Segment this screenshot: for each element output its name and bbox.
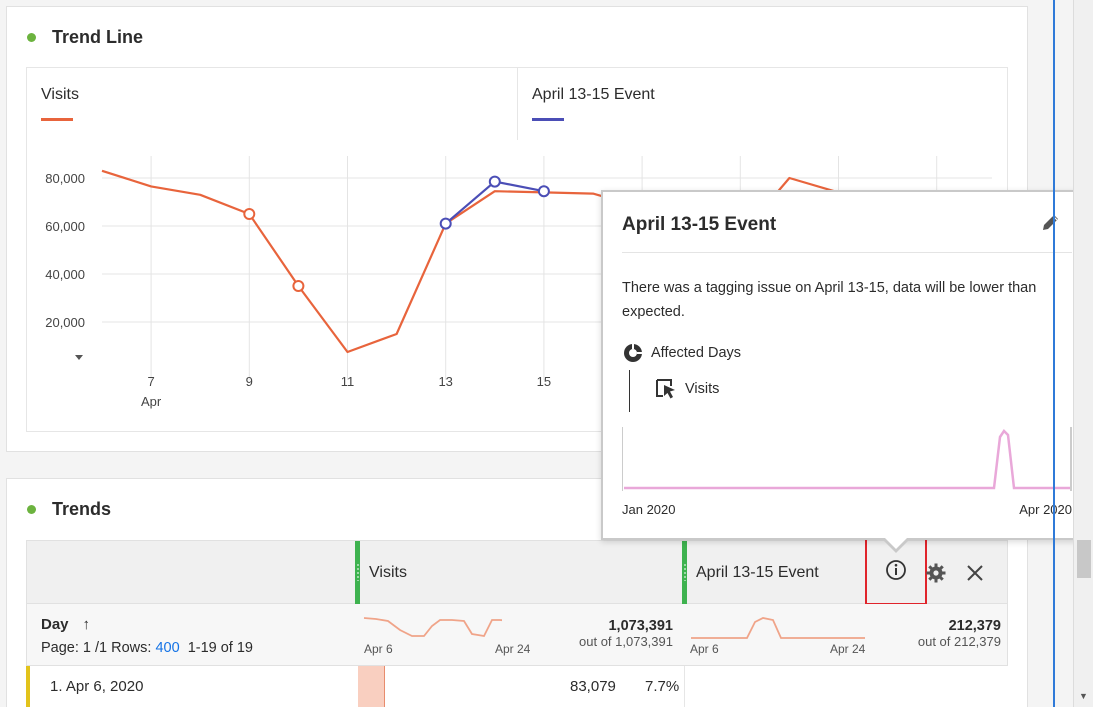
data-point: [537, 185, 550, 198]
grip-icon: [684, 563, 686, 581]
metric-label: Visits: [685, 381, 720, 397]
legend-item-visits[interactable]: Visits: [27, 68, 93, 140]
data-point: [292, 280, 305, 292]
column-header-visits[interactable]: Visits: [369, 564, 407, 581]
pagination: Page: 1 /1 Rows: 400 1-19 of 19: [41, 640, 253, 656]
panel-header: Trend Line: [27, 27, 143, 48]
x-tick-label: 13: [438, 374, 452, 389]
series-line: [101, 169, 937, 354]
page-text: Page: 1 /1 Rows:: [41, 640, 152, 656]
spark-end-label: Apr 24: [495, 642, 531, 656]
spark-start-label: Apr 6: [690, 642, 719, 656]
table-header: Visits April 13-15 Event: [26, 533, 1008, 605]
popover-divider: [622, 252, 1072, 253]
table-row[interactable]: 1. Apr 6, 2020 83,079 7.7%: [26, 666, 1008, 707]
visits-sparkline: [363, 617, 502, 637]
column-header-event[interactable]: April 13-15 Event: [696, 564, 819, 581]
close-icon[interactable]: [965, 563, 985, 583]
panel-title[interactable]: Trends: [52, 499, 112, 519]
data-point: [439, 217, 452, 230]
panel-drop-indicator: [1053, 0, 1055, 707]
x-tick-label: 7: [147, 374, 154, 389]
visits-total-outof: out of 1,073,391: [579, 634, 673, 649]
popover-title: April 13-15 Event: [622, 214, 777, 235]
affected-metric: Visits: [655, 378, 719, 400]
info-icon[interactable]: [885, 559, 907, 581]
data-point: [488, 175, 501, 188]
row-visits-value: 83,079: [570, 678, 616, 695]
cell-bar: [358, 666, 385, 707]
freeform-table: Visits April 13-15 Event: [26, 533, 1008, 707]
affected-days-label: Affected Days: [651, 345, 742, 361]
data-point: [243, 208, 256, 220]
spark-end-date: Apr 2020: [1019, 502, 1072, 517]
row-label[interactable]: 1. Apr 6, 2020: [50, 678, 144, 695]
legend-swatch: [41, 118, 73, 121]
affected-days: Affected Days: [622, 342, 741, 364]
event-total-value: 212,379: [948, 618, 1001, 634]
status-dot: [27, 33, 36, 42]
scroll-down-icon[interactable]: ▼: [1079, 691, 1088, 701]
spark-start-label: Apr 6: [364, 642, 393, 656]
visits-total: 1,073,391 out of 1,073,391: [579, 618, 673, 649]
grip-icon: [357, 563, 359, 581]
gear-icon[interactable]: [925, 562, 947, 584]
legend-item-event[interactable]: April 13-15 Event: [518, 68, 669, 140]
legend-label: Visits: [41, 86, 79, 103]
legend-label: April 13-15 Event: [532, 86, 655, 103]
event-total: 212,379 out of 212,379: [918, 618, 1001, 649]
chart-container: Visits April 13-15 Event 80,000 60,000 40,…: [26, 67, 1008, 432]
sort-arrow-icon[interactable]: ↑: [82, 616, 91, 633]
metric-cursor-icon: [656, 379, 675, 399]
panel-title[interactable]: Trend Line: [52, 27, 144, 47]
visits-total-value: 1,073,391: [608, 618, 673, 634]
spark-end-label: Apr 24: [830, 642, 866, 656]
dimension-label[interactable]: Day ↑: [41, 616, 91, 633]
x-tick-label: 15: [537, 374, 551, 389]
y-tick-label: 60,000: [45, 219, 85, 234]
popover-pointer: [883, 538, 909, 553]
pencil-icon[interactable]: [1039, 212, 1061, 234]
legend-swatch: [532, 118, 564, 121]
y-tick-label: 40,000: [45, 267, 85, 282]
rows-per-page-link[interactable]: 400: [155, 640, 180, 656]
event-total-outof: out of 212,379: [917, 634, 1001, 649]
y-tick-label: 80,000: [45, 171, 85, 186]
spark-start-date: Jan 2020: [622, 502, 676, 517]
popover-sparkline: [622, 427, 1072, 491]
range-text: 1-19 of 19: [187, 640, 253, 656]
status-dot: [27, 505, 36, 514]
scroll-thumb[interactable]: [1077, 540, 1091, 578]
vertical-scrollbar[interactable]: ▼: [1073, 0, 1093, 707]
event-sparkline: [691, 617, 865, 639]
x-tick-label: 9: [246, 374, 253, 389]
annotation-popover: April 13-15 Event There was a tagging is…: [601, 190, 1091, 553]
column-divider: [684, 666, 685, 707]
x-tick-sublabel: Apr: [141, 394, 162, 409]
chart-legend: Visits April 13-15 Event: [27, 68, 1009, 140]
dimension-row: Day ↑ Page: 1 /1 Rows: 400 1-19 of 19 Apr…: [26, 604, 1008, 666]
row-visits-percent: 7.7%: [645, 678, 680, 695]
y-axis-more-icon: [75, 355, 83, 360]
y-tick-label: 20,000: [45, 315, 85, 330]
tree-connector: [629, 370, 630, 412]
x-tick-label: 11: [341, 374, 355, 389]
series-line: [444, 180, 545, 225]
panel-header: Trends: [27, 499, 111, 520]
legend-divider: [517, 68, 518, 140]
popover-description: There was a tagging issue on April 13-15…: [622, 280, 1037, 320]
calendar-scope-icon: [624, 344, 642, 362]
trend-chart: 80,000 60,000 40,000 20,000 7 Apr 9 11 13 15: [45, 156, 992, 409]
